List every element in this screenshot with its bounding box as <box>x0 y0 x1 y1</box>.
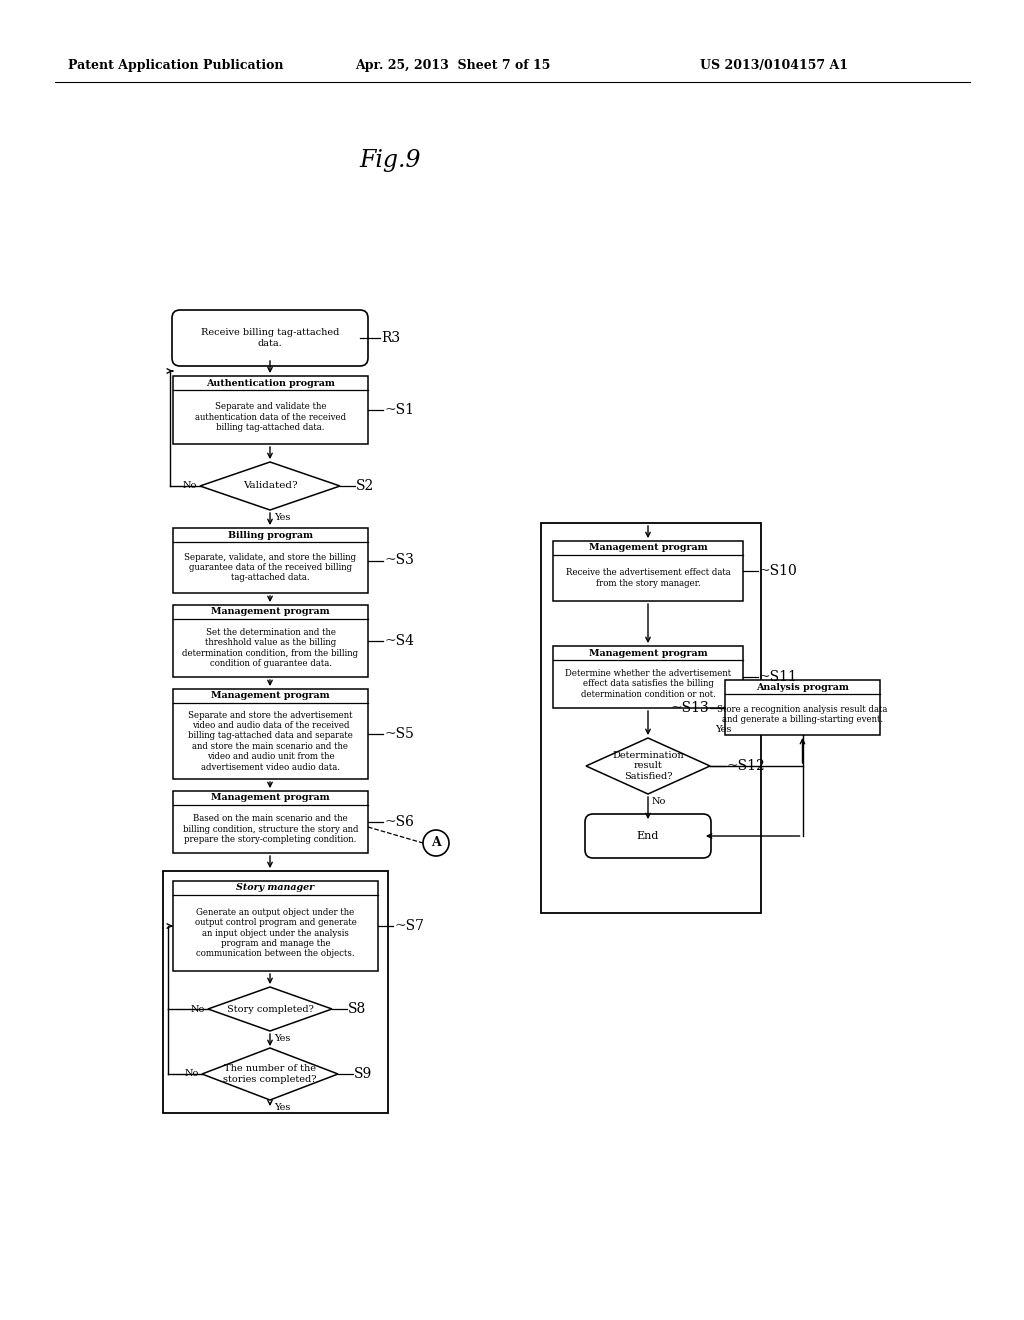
Bar <box>173 880 378 972</box>
Text: Yes: Yes <box>274 1104 291 1111</box>
Bar <box>553 645 743 708</box>
FancyBboxPatch shape <box>172 310 368 366</box>
Text: Management program: Management program <box>211 793 330 803</box>
Bar <box>173 689 368 779</box>
Text: ~S6: ~S6 <box>384 814 414 829</box>
Text: ~S10: ~S10 <box>759 564 798 578</box>
Text: Fig.9: Fig.9 <box>359 149 421 172</box>
Text: US 2013/0104157 A1: US 2013/0104157 A1 <box>700 58 848 71</box>
Text: Management program: Management program <box>211 692 330 701</box>
Text: Receive the advertisement effect data
from the story manager.: Receive the advertisement effect data fr… <box>565 569 730 587</box>
Text: ~S3: ~S3 <box>384 553 414 568</box>
Polygon shape <box>202 1048 338 1100</box>
Text: Determination
result
Satisfied?: Determination result Satisfied? <box>612 751 684 781</box>
Text: Billing program: Billing program <box>228 531 313 540</box>
Text: A: A <box>431 837 441 850</box>
Text: Management program: Management program <box>211 607 330 616</box>
Text: End: End <box>637 832 659 841</box>
Text: ~S13: ~S13 <box>671 701 709 714</box>
Bar <box>173 791 368 853</box>
Bar <box>173 528 368 593</box>
Text: Yes: Yes <box>274 513 291 521</box>
Text: Determine whether the advertisement
effect data satisfies the billing
determinat: Determine whether the advertisement effe… <box>565 669 731 698</box>
Bar <box>173 605 368 677</box>
Polygon shape <box>200 462 340 510</box>
Text: Based on the main scenario and the
billing condition, structure the story and
pr: Based on the main scenario and the billi… <box>182 814 358 843</box>
Text: ~S4: ~S4 <box>384 634 414 648</box>
Text: Generate an output object under the
output control program and generate
an input: Generate an output object under the outp… <box>195 908 356 958</box>
Text: Analysis program: Analysis program <box>756 682 849 692</box>
Text: No: No <box>182 482 197 491</box>
Text: Patent Application Publication: Patent Application Publication <box>68 58 284 71</box>
Text: S9: S9 <box>354 1067 373 1081</box>
Text: No: No <box>184 1069 199 1078</box>
Bar <box>541 523 761 913</box>
Text: No: No <box>652 797 667 807</box>
Text: Yes: Yes <box>715 725 731 734</box>
Text: Apr. 25, 2013  Sheet 7 of 15: Apr. 25, 2013 Sheet 7 of 15 <box>355 58 550 71</box>
Text: Story completed?: Story completed? <box>226 1005 313 1014</box>
Text: Yes: Yes <box>274 1034 291 1043</box>
Text: Set the determination and the
threshhold value as the billing
determination cond: Set the determination and the threshhold… <box>182 628 358 668</box>
Text: Authentication program: Authentication program <box>206 379 335 388</box>
Text: The number of the
stories completed?: The number of the stories completed? <box>223 1064 316 1084</box>
Text: Separate, validate, and store the billing
guarantee data of the received billing: Separate, validate, and store the billin… <box>184 553 356 582</box>
Circle shape <box>423 830 449 855</box>
Text: ~S11: ~S11 <box>759 671 798 684</box>
Text: S2: S2 <box>356 479 374 492</box>
Text: Receive billing tag-attached
data.: Receive billing tag-attached data. <box>201 329 339 347</box>
Text: No: No <box>190 1005 205 1014</box>
Text: ~S7: ~S7 <box>394 919 424 933</box>
Text: Separate and validate the
authentication data of the received
billing tag-attach: Separate and validate the authentication… <box>195 403 346 432</box>
Text: R3: R3 <box>381 331 400 345</box>
Bar <box>725 680 880 735</box>
Text: Store a recognition analysis result data
and generate a billing-starting event.: Store a recognition analysis result data… <box>718 705 888 725</box>
Text: ~S1: ~S1 <box>384 403 414 417</box>
FancyBboxPatch shape <box>585 814 711 858</box>
Polygon shape <box>208 987 332 1031</box>
Text: Story manager: Story manager <box>237 883 314 892</box>
Text: ~S5: ~S5 <box>384 727 414 741</box>
Bar <box>163 871 388 1113</box>
Bar <box>173 376 368 444</box>
Text: S8: S8 <box>348 1002 367 1016</box>
Polygon shape <box>586 738 710 795</box>
Text: Validated?: Validated? <box>243 482 297 491</box>
Text: Separate and store the advertisement
video and audio data of the received
billin: Separate and store the advertisement vid… <box>188 710 353 771</box>
Text: Management program: Management program <box>589 648 708 657</box>
Text: Management program: Management program <box>589 544 708 553</box>
Text: ~S12: ~S12 <box>726 759 765 774</box>
Bar <box>553 541 743 601</box>
